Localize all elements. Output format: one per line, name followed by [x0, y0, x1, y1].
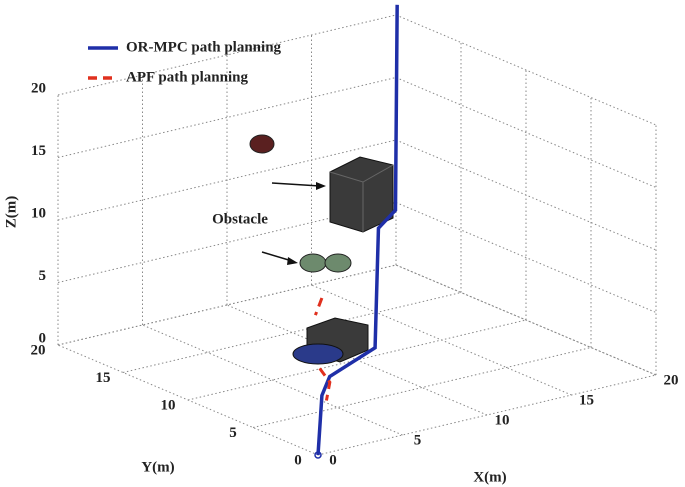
y-tick-label: 0 — [294, 452, 302, 468]
z-tick-label: 10 — [31, 205, 46, 221]
z-tick-label: 0 — [39, 330, 47, 346]
obstacle-sphere — [249, 134, 275, 154]
grid-line — [395, 14, 657, 126]
start-marker — [314, 451, 322, 459]
data-line — [313, 297, 324, 316]
obstacles — [249, 134, 394, 365]
z-axis-label: Z(m) — [3, 196, 19, 229]
data-line — [318, 367, 332, 401]
y-tick-label: 10 — [161, 397, 176, 413]
grid-line — [142, 324, 403, 436]
z-tick-label: 20 — [31, 80, 46, 96]
grid-line — [395, 77, 657, 188]
grid-line — [311, 284, 572, 396]
arrow — [271, 182, 321, 187]
grid-line — [57, 139, 397, 221]
z-tick-label: 15 — [31, 143, 46, 159]
grid-line — [57, 77, 397, 158]
z-tick-label: 5 — [39, 268, 47, 284]
x-tick-label: 15 — [579, 392, 594, 408]
data-line — [316, 4, 399, 456]
grid-line — [317, 374, 657, 456]
obstacle-cube — [329, 156, 394, 233]
y-tick-label: 15 — [96, 370, 111, 386]
arrowhead — [287, 257, 298, 265]
obstacle-sphere — [299, 253, 327, 273]
arrowhead — [316, 182, 326, 190]
grid-line — [187, 319, 527, 401]
legend-label: OR-MPC path planning — [126, 39, 282, 55]
grid-line — [57, 344, 319, 456]
y-tick-label: 20 — [31, 342, 46, 358]
grid-line — [57, 14, 397, 96]
x-tick-label: 10 — [495, 412, 510, 428]
obstacle-ellipsoid — [292, 343, 344, 365]
x-tick-label: 0 — [329, 452, 337, 468]
x-tick-label: 20 — [664, 372, 679, 388]
grid-line — [252, 347, 592, 428]
grid-line — [57, 264, 397, 346]
grid-line — [395, 264, 657, 376]
grid-line — [395, 202, 657, 313]
x-tick-label: 5 — [414, 432, 422, 448]
x-axis-label: X(m) — [473, 469, 506, 485]
y-axis-label: Y(m) — [141, 459, 174, 475]
grid-line — [122, 292, 462, 373]
arrow — [261, 251, 293, 262]
obstacle-sphere — [324, 253, 352, 273]
legend-label: APF path planning — [126, 69, 248, 85]
y-tick-label: 5 — [229, 425, 237, 441]
annotation: Obstacle — [212, 211, 268, 227]
